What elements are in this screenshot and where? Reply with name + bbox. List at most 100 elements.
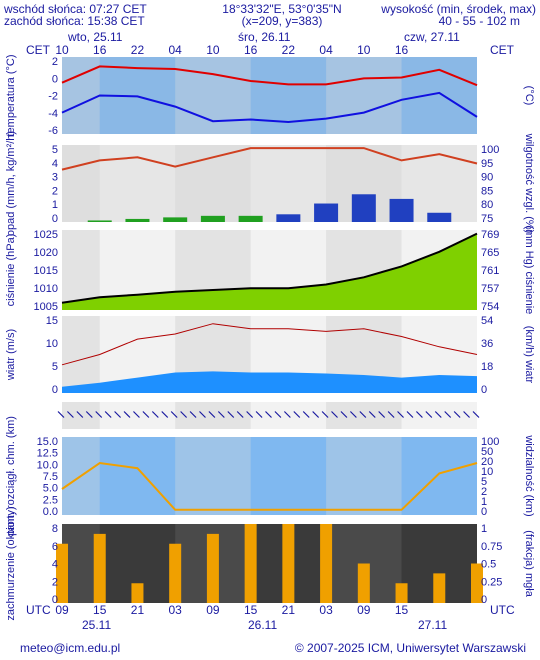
wind-direction-arrow	[293, 411, 301, 418]
precipitation-bar	[238, 215, 263, 222]
night-band	[62, 316, 100, 393]
y-tick-label: 1020	[34, 247, 58, 259]
wind-direction-arrow	[57, 411, 65, 418]
y-tick-label: -6	[48, 125, 58, 137]
hour-label-bottom: 15	[243, 603, 258, 617]
cloud-cover-bar	[169, 543, 182, 603]
hour-label-bottom: 09	[357, 603, 371, 617]
y-tick-label-right: 100	[481, 144, 499, 156]
wind-direction-arrow	[142, 411, 150, 418]
wind-direction-arrow	[180, 411, 188, 418]
y-tick-label: 10	[46, 338, 58, 350]
cloud-cover-bar	[395, 583, 408, 603]
y-tick-label-right: 18	[481, 361, 493, 373]
day-label-bottom: 26.11	[248, 618, 278, 632]
wind-direction-arrow	[378, 411, 386, 418]
hour-label-bottom: 09	[206, 603, 220, 617]
humidity-line	[61, 147, 478, 171]
y-tick-label-right: 75	[481, 213, 493, 225]
panel-background	[62, 145, 477, 222]
y-tick-label: 10.0	[37, 459, 58, 471]
wind-gust-line	[61, 323, 478, 366]
hour-label-bottom: 09	[55, 603, 69, 617]
y-axis-label: zachmurzenie (oktanty)	[5, 506, 17, 620]
y-tick-label: 6	[52, 541, 58, 553]
wind-direction-arrow	[95, 411, 103, 418]
y-tick-label-right: 769	[481, 229, 499, 241]
night-band	[62, 524, 100, 603]
y-axis-label-right: widzialność (km)	[523, 434, 535, 516]
wind-direction-arrow	[217, 411, 225, 418]
night-band	[62, 145, 100, 222]
y-tick-label-right: 80	[481, 199, 493, 211]
wind-direction-arrow	[463, 411, 470, 418]
footer-email-link[interactable]: meteo@icm.edu.pl	[20, 641, 121, 655]
y-axis-label: wiatr (m/s)	[5, 329, 17, 381]
panel-background	[62, 524, 477, 603]
wind-direction-arrow	[359, 411, 367, 418]
hour-label-top: 16	[93, 43, 107, 57]
y-tick-label: 3	[52, 172, 58, 184]
hour-label-bottom: 15	[394, 603, 409, 617]
y-tick-label-right: 0.5	[481, 559, 496, 571]
y-tick-label: 5.0	[43, 483, 58, 495]
y-tick-label: 0	[52, 384, 58, 396]
cloud-cover-bar	[282, 524, 295, 603]
y-tick-label: 1005	[34, 301, 58, 313]
y-tick-label: 1015	[34, 265, 58, 277]
day-label-top: czw, 27.11	[404, 30, 460, 44]
cloud-cover-bar	[93, 533, 106, 603]
wind-direction-arrow	[151, 411, 159, 418]
night-band	[175, 437, 251, 515]
night-band	[62, 230, 100, 310]
timezone-bottom-left: UTC	[26, 603, 51, 617]
wind-direction-arrow	[274, 411, 282, 418]
y-tick-label: 2	[52, 576, 58, 588]
y-tick-label-right: 36	[481, 338, 493, 350]
y-tick-label: 5	[52, 144, 58, 156]
cloud-cover-bar	[131, 583, 144, 603]
altitude-values: 40 - 55 - 102 m	[438, 14, 520, 28]
y-tick-label: -4	[48, 108, 58, 120]
y-tick-label: 2	[52, 56, 58, 68]
y-tick-label-right: 765	[481, 247, 499, 259]
pressure-area	[62, 233, 477, 310]
y-axis-label: opad (mm/h, kg/m²/h)	[5, 131, 17, 236]
coordinates-text: 18°33'32"E, 53°0'35"N	[222, 2, 342, 16]
y-tick-label: 1010	[34, 283, 58, 295]
night-band	[326, 57, 402, 134]
y-tick-label-right: 761	[481, 265, 499, 277]
y-axis-label-right: (km/h) wiatr	[523, 326, 535, 384]
y-tick-label: 2	[52, 185, 58, 197]
dew-point-line	[61, 91, 478, 124]
wind-speed-area	[62, 371, 477, 393]
precipitation-bar	[200, 215, 225, 222]
precipitation-bar	[125, 218, 150, 222]
precipitation-bar	[163, 217, 188, 222]
panel-background	[62, 437, 477, 515]
wind-direction-arrow	[349, 411, 357, 418]
y-tick-label: 7.5	[43, 471, 58, 483]
precipitation-bar	[314, 203, 339, 222]
hour-label-bottom: 03	[168, 603, 182, 617]
y-tick-label-right: 5	[481, 476, 487, 488]
y-tick-label: 15.0	[37, 436, 58, 448]
visibility-line	[61, 461, 478, 511]
y-tick-label: 1	[52, 199, 58, 211]
night-band	[326, 437, 402, 515]
hour-label-top: 10	[55, 43, 69, 57]
y-tick-label: 0	[52, 213, 58, 225]
hour-label-top: 10	[357, 43, 371, 57]
wind-direction-arrow	[170, 411, 178, 418]
y-tick-label-right: 0.25	[481, 576, 502, 588]
wind-direction-arrow	[189, 411, 197, 418]
cloud-cover-bar	[56, 543, 68, 603]
wind-direction-arrow	[236, 411, 244, 418]
pressure-line	[61, 232, 478, 304]
timezone-left: CET	[26, 43, 50, 57]
wind-direction-arrow	[453, 411, 461, 418]
hour-label-top: 22	[281, 43, 296, 57]
cloud-cover-bar	[433, 573, 446, 603]
day-label-top: śro, 26.11	[238, 30, 291, 44]
